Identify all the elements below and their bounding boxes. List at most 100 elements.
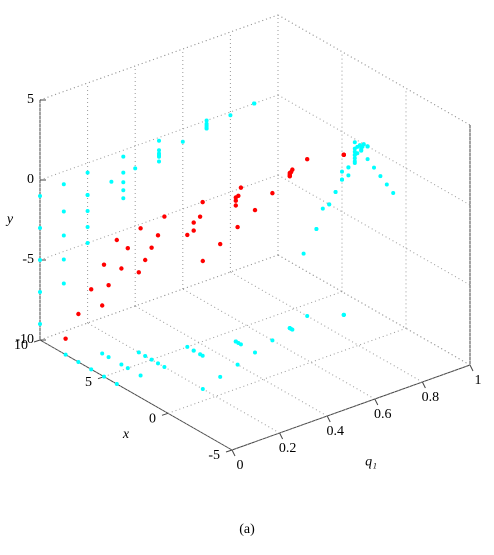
- projection-point: [85, 209, 90, 213]
- data-point: [185, 232, 190, 238]
- tick-mark: [161, 412, 169, 416]
- data-point: [341, 152, 346, 158]
- data-point: [119, 266, 124, 271]
- projection-point: [61, 182, 66, 187]
- projection-point: [38, 226, 42, 230]
- grid-line: [277, 14, 471, 126]
- projection-point: [352, 153, 357, 157]
- projection-point: [204, 126, 209, 131]
- projection-point: [341, 312, 346, 317]
- projection-point: [346, 173, 351, 178]
- z-tick-label: 5: [27, 92, 34, 107]
- tick-mark: [374, 398, 379, 406]
- projection-point: [314, 227, 319, 231]
- projection-point: [361, 142, 366, 147]
- data-point: [200, 199, 205, 205]
- projection-point: [143, 354, 148, 358]
- data-point: [270, 190, 275, 196]
- projection-point: [352, 149, 357, 154]
- y-tick-label: 0: [149, 412, 156, 427]
- projection-point: [109, 179, 114, 184]
- projection-point: [61, 209, 66, 214]
- data-point: [114, 237, 120, 243]
- data-point: [290, 167, 295, 172]
- data-point: [197, 214, 203, 219]
- projection-point: [357, 143, 362, 148]
- projection-point: [200, 387, 205, 391]
- projection-point: [327, 202, 332, 207]
- y-axis-label: x: [122, 427, 130, 442]
- projection-point: [378, 174, 383, 179]
- projection-point: [365, 157, 370, 162]
- x-axis-label: q₁: [365, 455, 377, 470]
- data-point: [233, 203, 238, 208]
- data-point: [252, 207, 258, 213]
- grid-line: [277, 174, 471, 286]
- z-tick-label: 0: [27, 172, 34, 187]
- data-point: [305, 157, 310, 162]
- projection-point: [204, 118, 209, 123]
- data-point: [236, 193, 241, 198]
- projection-point: [85, 241, 90, 245]
- data-point: [76, 311, 81, 317]
- x-tick-label: 0.8: [422, 390, 440, 405]
- data-point: [125, 245, 130, 251]
- projection-point: [270, 338, 275, 343]
- tick-mark: [469, 364, 474, 372]
- z-tick-label: -5: [22, 252, 34, 267]
- data-point: [143, 257, 148, 263]
- projection-point: [63, 352, 68, 357]
- grid-line: [39, 94, 279, 181]
- projection-point: [218, 374, 223, 379]
- x-tick-label: 0: [237, 458, 244, 473]
- data-point: [155, 233, 161, 238]
- projection-point: [228, 113, 233, 118]
- projection-point: [85, 193, 90, 197]
- grid-line: [39, 339, 233, 451]
- data-point: [200, 258, 205, 264]
- y-tick-label: 5: [85, 375, 92, 390]
- x-tick-label: 1: [475, 373, 482, 388]
- projection-point: [121, 196, 126, 201]
- projection-point: [121, 154, 126, 159]
- projection-point: [157, 148, 161, 153]
- data-point: [191, 220, 196, 225]
- projection-point: [346, 165, 351, 170]
- data-point: [218, 241, 223, 247]
- projection-point: [204, 121, 209, 126]
- projection-point: [85, 225, 90, 229]
- data-point: [106, 282, 111, 288]
- x-tick-label: 0.4: [326, 424, 344, 439]
- grid-line: [277, 94, 471, 206]
- x-tick-label: 0.6: [374, 407, 392, 422]
- projection-point: [340, 177, 344, 182]
- projection-point: [121, 180, 126, 185]
- projection-point: [305, 314, 310, 318]
- projection-point: [38, 258, 42, 262]
- projection-point: [38, 290, 42, 294]
- z-tick-label: -10: [15, 332, 34, 347]
- projection-point: [61, 257, 66, 262]
- projection-point: [125, 366, 130, 371]
- projection-point: [384, 182, 389, 187]
- data-point: [89, 287, 94, 292]
- grid-line: [87, 322, 280, 434]
- projection-point: [340, 169, 344, 174]
- grid-line: [39, 254, 279, 341]
- projection-point: [121, 170, 126, 175]
- projection-point: [157, 153, 161, 158]
- data-point: [162, 214, 167, 219]
- projection-point: [365, 144, 370, 149]
- y-tick-label: 10: [14, 338, 28, 353]
- projection-point: [162, 365, 167, 369]
- projection-point: [106, 355, 111, 360]
- tick-mark: [326, 415, 331, 423]
- caption: (a): [239, 522, 255, 537]
- grid-line: [103, 291, 343, 378]
- tick-mark: [421, 381, 426, 389]
- projection-point: [333, 190, 338, 194]
- projection-point: [191, 348, 196, 353]
- data-point: [136, 270, 141, 275]
- data-point: [100, 303, 105, 308]
- projection-point: [138, 373, 143, 378]
